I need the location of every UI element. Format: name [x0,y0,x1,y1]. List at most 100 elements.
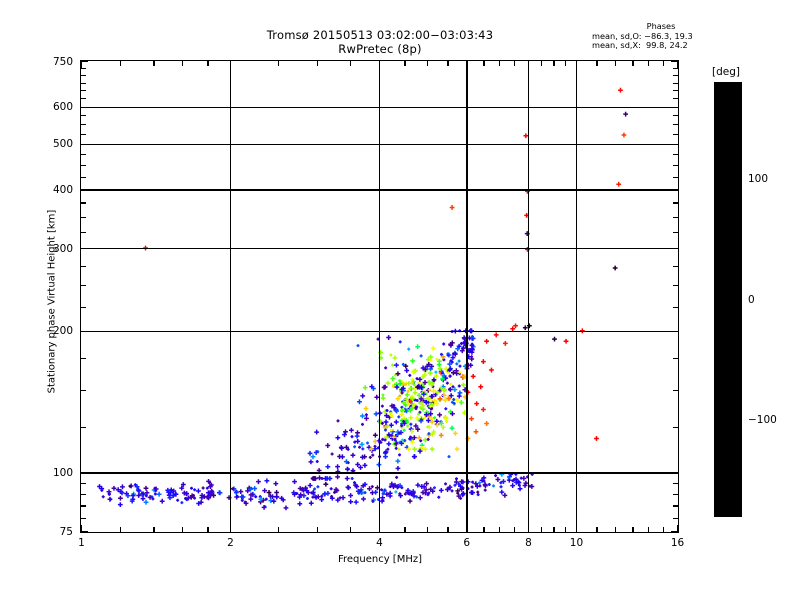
scatter-point [190,486,194,490]
xtick-top-minor-13 [632,61,634,66]
scatter-point [447,367,453,373]
y-tick-label-75: 75 [59,525,73,538]
scatter-point [307,483,313,488]
scatter-point [262,488,268,494]
xtick-minor-5 [426,527,429,532]
scatter-point [340,454,345,460]
ytick-minor-450 [81,165,86,167]
scatter-point [416,435,422,441]
scatter-point [450,411,455,417]
scatter-point [313,494,319,500]
scatter-point [432,398,438,404]
ytick-right-minor-475 [673,154,678,156]
scatter-point [381,492,385,496]
scatter-point [339,445,345,451]
scatter-point [415,426,421,432]
scatter-point [266,490,272,495]
plot-area [80,60,679,533]
scatter-point [412,446,418,452]
xtick-minor-1.8 [207,527,209,532]
scatter-point [438,421,444,426]
scatter-point [499,485,503,489]
scatter-point [380,404,384,408]
scatter-point [383,488,387,492]
ytick-right-minor-250 [673,285,678,287]
scatter-point [442,358,446,362]
scatter-point [438,385,444,391]
ytick-right-minor-90 [673,493,678,495]
scatter-point [383,454,388,459]
scatter-point [428,411,434,417]
scatter-point [301,493,307,499]
scatter-point [470,355,474,359]
gridline-x-2 [230,61,232,532]
scatter-point [446,371,450,375]
y-tick-label-100: 100 [52,466,73,479]
scatter-point [196,501,202,506]
scatter-point [189,493,195,499]
scatter-point [420,403,426,409]
scatter-point [395,371,401,377]
scatter-point [448,393,454,398]
scatter-point [350,435,354,439]
xtick-minor-5.5 [447,527,449,532]
scatter-point [440,354,446,360]
gridline-x-6 [466,61,468,532]
scatter-point [449,382,453,386]
scatter-point [401,362,405,366]
scatter-point [420,490,426,495]
xtick-top-4 [379,61,381,68]
scatter-point [335,497,341,503]
xtick-minor-4.5 [404,527,406,532]
scatter-point [388,422,394,428]
scatter-point [335,464,340,470]
xtick-minor-12 [615,527,617,532]
scatter-point [437,396,443,402]
scatter-point [440,376,445,382]
scatter-point [254,495,258,499]
scatter-point [435,357,439,361]
scatter-point [329,487,333,491]
scatter-point [342,432,347,438]
ytick-600 [81,106,88,108]
scatter-point [473,481,479,487]
scatter-point [346,485,351,491]
scatter-point [439,352,443,356]
colorbar-tick-0: 0 [748,293,755,306]
scatter-point [447,361,453,367]
scatter-point [313,450,319,455]
scatter-point [245,488,251,494]
scatter-point [445,381,449,385]
scatter-point [261,504,267,510]
scatter-point [449,205,455,210]
xtick-2 [230,525,232,532]
scatter-point [431,429,437,435]
scatter-point [397,483,403,489]
scatter-point [443,366,449,372]
scatter-point [119,490,125,496]
scatter-point [421,391,427,397]
xtick-10 [575,525,578,532]
scatter-point [409,435,413,439]
scatter-point [389,481,395,487]
scatter-point [354,484,360,489]
scatter-point [442,342,446,346]
scatter-point [415,384,420,390]
scatter-point [153,492,157,496]
ytick-right-500 [671,143,678,146]
scatter-point [427,491,431,495]
xtick-top-8 [528,61,530,68]
ytick-right-minor-675 [673,82,678,84]
scatter-point [398,340,402,344]
scatter-point [205,486,209,490]
scatter-point [480,407,486,412]
colorbar[interactable] [714,82,742,517]
ytick-right-minor-325 [673,231,678,233]
scatter-point [513,323,518,329]
scatter-point [165,487,171,493]
scatter-point [418,406,422,410]
xtick-top-minor-4.5 [404,61,406,66]
scatter-point [411,435,417,441]
ytick-100 [81,472,88,474]
scatter-point [381,385,387,390]
